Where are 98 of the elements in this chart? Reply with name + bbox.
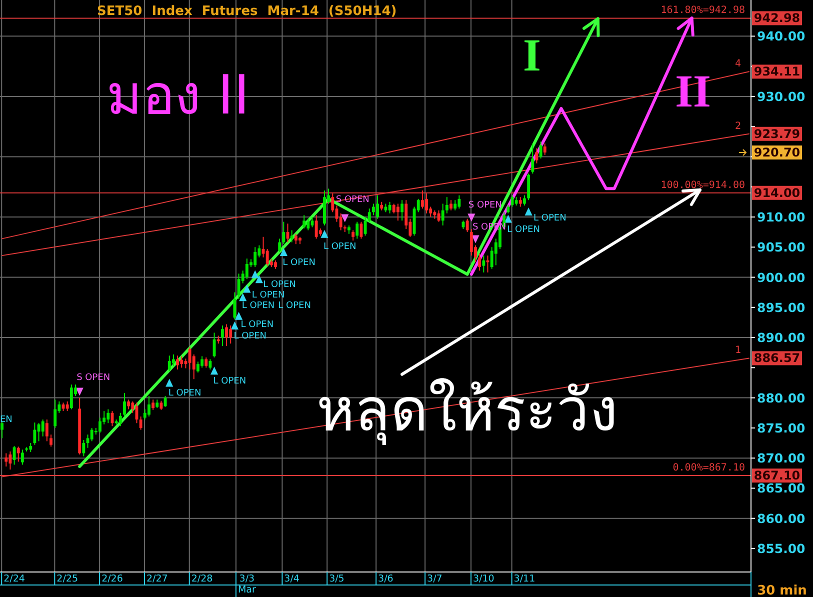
candlestick bbox=[425, 192, 428, 214]
candlestick bbox=[200, 356, 204, 368]
candlestick bbox=[41, 419, 44, 437]
candlestick bbox=[278, 238, 282, 252]
candlestick bbox=[364, 216, 367, 236]
candlestick bbox=[294, 233, 298, 245]
candlestick bbox=[8, 450, 12, 470]
candlestick bbox=[152, 399, 155, 410]
candlestick bbox=[454, 200, 457, 211]
candlestick bbox=[106, 408, 110, 424]
candlestick bbox=[482, 255, 486, 273]
candlestick bbox=[494, 238, 498, 266]
candlestick bbox=[466, 218, 469, 233]
title: SET50 Index Futures Mar-14 (S50H14) bbox=[97, 4, 397, 19]
candlestick bbox=[20, 449, 24, 466]
candlestick bbox=[123, 392, 126, 417]
candlestick bbox=[50, 434, 52, 448]
candlestick bbox=[302, 214, 306, 229]
candlestick bbox=[82, 440, 86, 457]
candlestick bbox=[404, 200, 408, 230]
candlestick bbox=[74, 384, 77, 396]
candlestick bbox=[290, 230, 294, 243]
candlestick bbox=[118, 412, 122, 427]
candlestick bbox=[127, 399, 130, 410]
candlestick bbox=[258, 244, 261, 258]
candlestick bbox=[445, 196, 448, 214]
candlestick bbox=[360, 221, 363, 240]
candlestick bbox=[70, 384, 73, 410]
candlestick bbox=[518, 196, 522, 208]
candlestick bbox=[254, 246, 257, 268]
note: มอง II bbox=[106, 64, 250, 126]
candlestick bbox=[139, 416, 142, 430]
candlestick bbox=[192, 354, 196, 380]
candlestick bbox=[245, 258, 248, 280]
candlestick bbox=[220, 324, 224, 346]
candlestick bbox=[241, 270, 244, 284]
candlestick bbox=[33, 422, 36, 446]
candlestick bbox=[4, 452, 8, 468]
candlestick bbox=[98, 417, 102, 434]
candlestick bbox=[282, 221, 286, 245]
candlestick bbox=[531, 142, 534, 174]
candlestick bbox=[458, 194, 461, 210]
candlestick bbox=[368, 208, 371, 222]
candlestick bbox=[416, 198, 420, 213]
candlestick bbox=[523, 194, 526, 206]
candlestick bbox=[327, 188, 330, 204]
candlestick bbox=[29, 442, 32, 453]
candlestick bbox=[168, 355, 171, 372]
candlestick bbox=[0, 420, 4, 439]
candlestick bbox=[356, 221, 359, 240]
candlestick bbox=[478, 253, 482, 272]
candlestick bbox=[474, 244, 477, 263]
candlestick bbox=[420, 190, 424, 210]
candlestick bbox=[396, 203, 400, 222]
candlestick bbox=[176, 355, 180, 370]
candlestick bbox=[225, 324, 228, 346]
candlestick bbox=[58, 400, 61, 414]
candlestick bbox=[539, 141, 542, 160]
candlestick bbox=[306, 218, 310, 231]
note: 30 min bbox=[757, 584, 807, 597]
candlestick bbox=[429, 206, 432, 218]
candlestick bbox=[16, 446, 20, 462]
candlestick bbox=[543, 142, 546, 156]
candlestick bbox=[450, 200, 452, 211]
candlestick bbox=[314, 214, 318, 240]
candlestick bbox=[184, 358, 188, 369]
candlestick bbox=[188, 346, 192, 370]
candlestick bbox=[54, 399, 57, 428]
candlestick bbox=[372, 203, 375, 216]
candlestick bbox=[66, 400, 69, 412]
candlestick bbox=[208, 358, 212, 370]
candlestick bbox=[131, 400, 134, 414]
note: I bbox=[523, 30, 541, 80]
candlestick bbox=[143, 408, 146, 420]
candlestick bbox=[331, 192, 334, 213]
candlestick bbox=[388, 201, 392, 214]
candlestick bbox=[400, 200, 404, 222]
candlestick bbox=[339, 212, 342, 231]
candlestick bbox=[408, 218, 412, 238]
candlestick bbox=[172, 354, 175, 366]
candlestick bbox=[196, 361, 200, 373]
candlestick bbox=[102, 410, 106, 425]
candlestick bbox=[352, 230, 355, 241]
candlestick bbox=[164, 396, 167, 408]
candlestick bbox=[470, 228, 473, 256]
note: EN bbox=[0, 415, 12, 425]
candlestick bbox=[90, 427, 94, 442]
candlestick bbox=[12, 446, 16, 466]
candlestick bbox=[204, 356, 208, 368]
candlestick bbox=[490, 246, 494, 270]
candlestick bbox=[266, 248, 269, 266]
candlestick bbox=[45, 419, 48, 442]
candlestick bbox=[180, 356, 184, 368]
candlestick bbox=[233, 292, 236, 320]
candlestick bbox=[229, 324, 232, 344]
candlestick bbox=[148, 396, 150, 417]
candlestick bbox=[441, 203, 444, 226]
candlestick bbox=[376, 194, 380, 220]
